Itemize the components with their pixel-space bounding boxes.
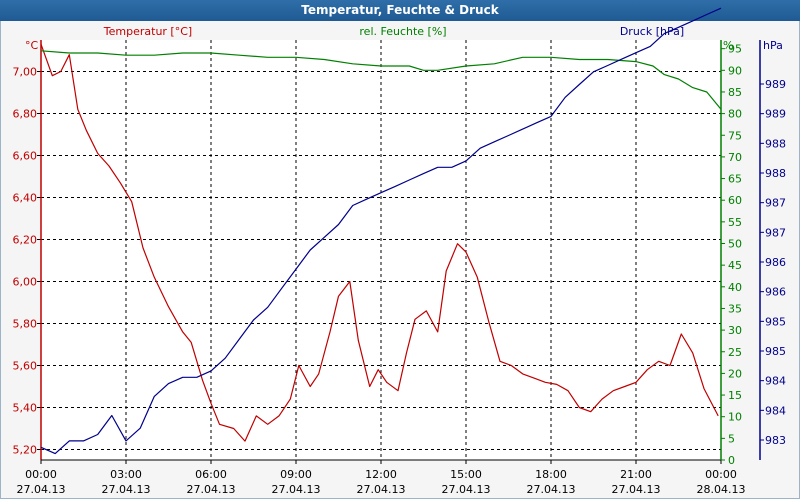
- humidity-tick-label: 65: [728, 173, 742, 186]
- humidity-unit-label: %: [723, 39, 733, 52]
- humidity-tick-label: 30: [728, 324, 742, 337]
- humidity-tick-label: 85: [728, 86, 742, 99]
- axes: [37, 40, 764, 464]
- x-tick-label-date: 27.04.13: [527, 483, 576, 496]
- pressure-tick-label: 985: [765, 345, 786, 358]
- series-lines: [40, 7, 722, 455]
- x-tick-label-time: 09:00: [280, 468, 312, 481]
- x-tick-label-date: 27.04.13: [102, 483, 151, 496]
- humidity-tick-label: 35: [728, 302, 742, 315]
- humidity-tick-label: 5: [728, 432, 735, 445]
- humidity-tick-label: 20: [728, 367, 742, 380]
- grid-lines: [41, 40, 721, 460]
- pressure-axis-label: Druck [hPa]: [620, 25, 684, 38]
- temperature-tick-label: 6,40: [13, 192, 38, 205]
- humidity-tick-label: 75: [728, 129, 742, 142]
- series-line-humidity: [40, 50, 722, 110]
- humidity-axis-label: rel. Feuchte [%]: [359, 25, 446, 38]
- humidity-tick-label: 95: [728, 43, 742, 56]
- pressure-tick-label: 986: [765, 286, 786, 299]
- x-tick-label-date: 27.04.13: [17, 483, 66, 496]
- pressure-tick-label: 987: [765, 226, 786, 239]
- x-tick-label-date: 27.04.13: [187, 483, 236, 496]
- x-tick-label-time: 21:00: [620, 468, 652, 481]
- temperature-tick-label: 6,80: [13, 108, 38, 121]
- humidity-tick-label: 10: [728, 411, 742, 424]
- window-title-bar: Temperatur, Feuchte & Druck: [0, 0, 800, 21]
- x-tick-label-time: 12:00: [365, 468, 397, 481]
- series-line-pressure: [40, 7, 722, 455]
- humidity-tick-label: 60: [728, 194, 742, 207]
- pressure-tick-label: 983: [765, 434, 786, 447]
- pressure-unit-label: hPa: [763, 39, 783, 52]
- x-tick-label-time: 15:00: [450, 468, 482, 481]
- temperature-tick-label: 6,20: [13, 234, 38, 247]
- pressure-tick-label: 989: [765, 78, 786, 91]
- x-tick-label-time: 00:00: [25, 468, 57, 481]
- x-tick-label-date: 27.04.13: [442, 483, 491, 496]
- x-tick-label-time: 18:00: [535, 468, 567, 481]
- x-tick-label-date: 27.04.13: [612, 483, 661, 496]
- pressure-tick-label: 984: [765, 404, 786, 417]
- humidity-tick-label: 45: [728, 259, 742, 272]
- temperature-tick-label: 5,60: [13, 360, 38, 373]
- x-tick-label-date: 27.04.13: [272, 483, 321, 496]
- pressure-tick-label: 988: [765, 137, 786, 150]
- humidity-tick-label: 50: [728, 238, 742, 251]
- temperature-axis-label: Temperatur [°C]: [103, 25, 192, 38]
- temperature-unit-label: °C: [25, 39, 39, 52]
- x-tick-label-date: 28.04.13: [697, 483, 746, 496]
- temperature-tick-label: 5,80: [13, 318, 38, 331]
- pressure-tick-label: 986: [765, 256, 786, 269]
- humidity-tick-label: 40: [728, 281, 742, 294]
- pressure-tick-label: 985: [765, 315, 786, 328]
- pressure-tick-label: 989: [765, 108, 786, 121]
- temperature-tick-label: 5,20: [13, 444, 38, 457]
- humidity-tick-label: 80: [728, 108, 742, 121]
- x-tick-label-time: 00:00: [705, 468, 737, 481]
- pressure-tick-label: 988: [765, 167, 786, 180]
- window-title: Temperatur, Feuchte & Druck: [301, 3, 499, 17]
- temperature-tick-label: 5,40: [13, 402, 38, 415]
- temperature-tick-label: 6,60: [13, 150, 38, 163]
- humidity-tick-label: 90: [728, 64, 742, 77]
- humidity-tick-label: 15: [728, 389, 742, 402]
- temperature-tick-label: 7,00: [13, 66, 38, 79]
- series-line-temperature: [40, 43, 719, 442]
- pressure-tick-label: 984: [765, 375, 786, 388]
- temperature-tick-label: 6,00: [13, 276, 38, 289]
- humidity-tick-label: 70: [728, 151, 742, 164]
- humidity-tick-label: 25: [728, 346, 742, 359]
- x-tick-label-time: 03:00: [110, 468, 142, 481]
- x-tick-label-date: 27.04.13: [357, 483, 406, 496]
- humidity-tick-label: 55: [728, 216, 742, 229]
- humidity-tick-label: 0: [728, 454, 735, 467]
- tick-labels: 00:00 27.04.13 03:00 27.04.13 06:00 27.04.13 0…: [13, 43, 787, 496]
- pressure-tick-label: 987: [765, 197, 786, 210]
- x-tick-label-time: 06:00: [195, 468, 227, 481]
